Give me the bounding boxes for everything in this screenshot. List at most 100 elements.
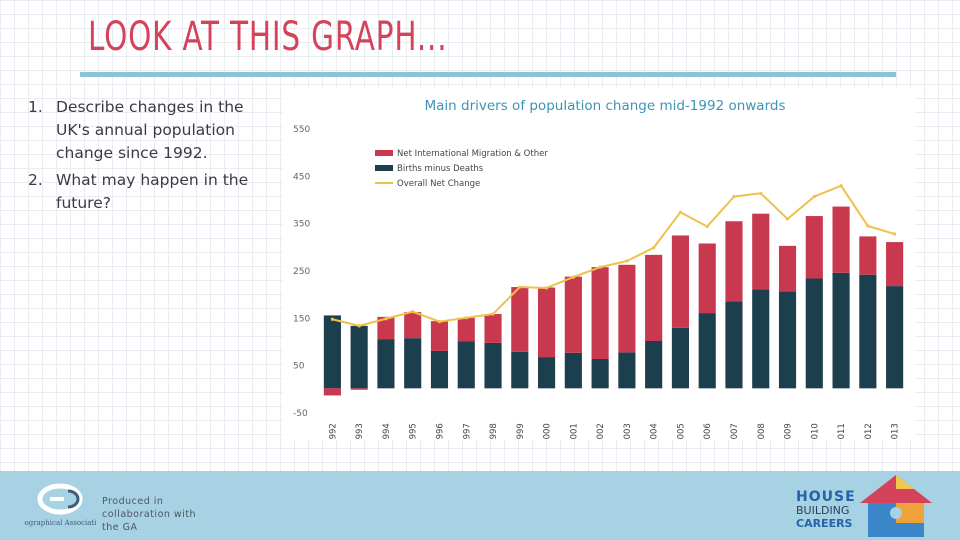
births-minus-deaths-bar [778, 291, 797, 389]
legend-label: Net International Migration & Other [397, 149, 548, 159]
net-migration-bar [752, 213, 770, 290]
births-minus-deaths-bar [457, 341, 475, 389]
births-minus-deaths-bar [805, 278, 823, 389]
births-minus-deaths-bar [404, 338, 422, 389]
net-migration-bar [511, 287, 529, 352]
x-tick-label: 2003 [623, 423, 633, 440]
chart-svg: Main drivers of population change mid-19… [293, 98, 904, 445]
question-item: 2. What may happen in the future? [28, 169, 278, 215]
net-migration-bar [725, 221, 743, 302]
y-tick-label: 550 [293, 125, 310, 135]
overall-net-change-point [678, 210, 683, 214]
x-tick-label: 2012 [864, 423, 874, 440]
births-minus-deaths-bar [725, 301, 743, 389]
legend-label: Births minus Deaths [397, 164, 484, 174]
births-minus-deaths-bar [859, 274, 877, 389]
overall-net-change-point [625, 259, 629, 263]
y-tick-label: 350 [293, 220, 310, 230]
overall-net-change-point [330, 317, 334, 321]
net-migration-bar [671, 235, 689, 328]
x-tick-label: 2002 [596, 423, 606, 440]
overall-net-change-point [732, 195, 736, 199]
overall-net-change-point [544, 286, 549, 290]
y-tick-label: 150 [293, 314, 310, 324]
births-minus-deaths-bar [484, 342, 502, 389]
overall-net-change-point [357, 324, 361, 328]
y-tick-label: -50 [293, 409, 308, 419]
slide-title: Look at this graph... [88, 14, 448, 60]
hbc-line-1: HOUSE [796, 489, 856, 505]
overall-net-change-point [812, 195, 816, 199]
net-migration-bar [805, 216, 823, 279]
title-divider [80, 72, 896, 77]
overall-net-change-point [705, 224, 709, 229]
ga-logo-text: Geographical Association [24, 519, 96, 527]
net-migration-bar [832, 206, 850, 273]
x-tick-label: 1993 [355, 423, 365, 440]
overall-net-change-point [785, 217, 790, 221]
x-tick-label: 2009 [784, 423, 794, 440]
question-list: 1. Describe changes in the UK's annual p… [28, 96, 278, 219]
overall-net-change-point [411, 310, 415, 314]
footer-bar: Geographical Association Produced in col… [0, 471, 960, 540]
net-migration-bar [538, 287, 556, 358]
overall-net-change-point [893, 232, 897, 236]
y-tick-label: 50 [293, 362, 305, 372]
x-tick-label: 2007 [730, 423, 740, 440]
produced-in-collaboration-text: Produced in collaboration with the GA [102, 496, 197, 533]
births-minus-deaths-bar [832, 272, 850, 389]
overall-net-change-point [464, 316, 468, 320]
x-tick-label: 1999 [516, 423, 526, 440]
x-tick-label: 1997 [462, 423, 472, 440]
y-tick-label: 250 [293, 267, 310, 277]
overall-net-change-line [332, 184, 895, 327]
overall-net-change-point [384, 317, 388, 321]
overall-net-change-point [652, 246, 656, 250]
x-tick-label: 1994 [382, 423, 392, 440]
house-puzzle-icon [860, 475, 932, 537]
overall-net-change-point [866, 224, 870, 228]
births-minus-deaths-bar [752, 289, 770, 389]
x-tick-label: 1998 [489, 423, 499, 440]
x-tick-label: 2010 [810, 423, 820, 440]
net-migration-bar [457, 317, 475, 342]
legend-label: Overall Net Change [397, 179, 480, 189]
births-minus-deaths-bar [430, 350, 449, 389]
legend-swatch [375, 165, 393, 171]
x-tick-label: 1992 [328, 423, 338, 440]
x-tick-label: 2001 [569, 423, 579, 440]
net-migration-bar [350, 388, 368, 390]
x-tick-label: 1996 [435, 423, 445, 440]
x-tick-label: 2006 [703, 423, 713, 440]
x-tick-label: 2004 [650, 423, 660, 440]
chart-title: Main drivers of population change mid-19… [425, 98, 786, 114]
x-tick-label: 2013 [891, 423, 901, 440]
overall-net-change-point [571, 275, 575, 279]
net-migration-bar [859, 236, 877, 275]
net-migration-bar [645, 254, 663, 341]
question-text: What may happen in the future? [56, 171, 249, 212]
question-item: 1. Describe changes in the UK's annual p… [28, 96, 278, 165]
ga-logo-icon: Geographical Association [24, 483, 96, 527]
house-building-careers-logo-text: HOUSE BUILDING CAREERS [796, 489, 866, 530]
y-tick-label: 450 [293, 172, 310, 182]
net-migration-bar [886, 242, 904, 287]
net-migration-bar [484, 314, 502, 343]
net-migration-bar [404, 312, 422, 339]
net-migration-bar [618, 264, 636, 353]
x-tick-label: 2008 [757, 423, 767, 440]
hbc-line-2: BUILDING [796, 504, 850, 517]
births-minus-deaths-bar [645, 341, 663, 389]
overall-net-change-point [759, 191, 763, 195]
overall-net-change-point [518, 285, 522, 289]
population-chart: Main drivers of population change mid-19… [283, 88, 915, 445]
births-minus-deaths-bar [350, 325, 368, 389]
hbc-line-3: CAREERS [796, 517, 853, 530]
births-minus-deaths-bar [323, 315, 341, 389]
births-minus-deaths-bar [564, 352, 582, 389]
question-number: 2. [28, 171, 43, 189]
overall-net-change-point [839, 184, 843, 188]
births-minus-deaths-bar [377, 339, 395, 389]
births-minus-deaths-bar [886, 286, 904, 389]
births-minus-deaths-bar [538, 357, 556, 389]
